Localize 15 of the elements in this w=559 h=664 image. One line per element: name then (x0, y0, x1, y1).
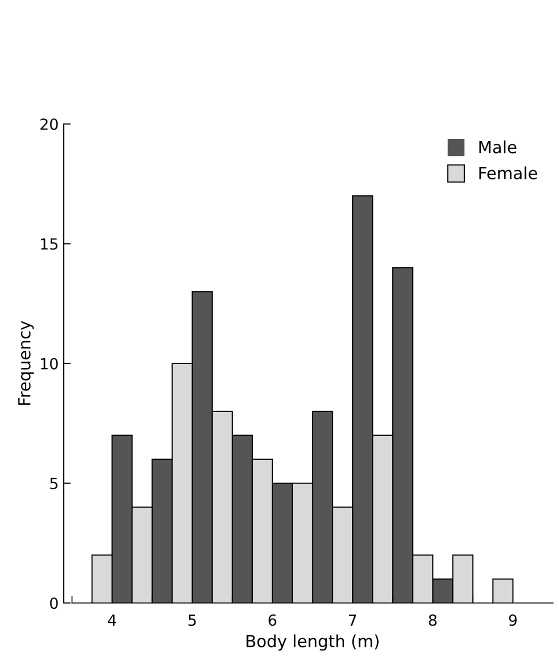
y-axis-title: Frequency (18, 320, 34, 405)
y-tick-label: 5 (50, 478, 58, 490)
y-tick-label: 0 (50, 597, 58, 610)
x-tick-label: 5 (188, 614, 196, 626)
x-tick-label: 4 (108, 614, 116, 626)
x-axis-title: Body length (m) (246, 634, 379, 651)
y-tick-label: 10 (41, 358, 58, 370)
x-tick-label: 9 (509, 614, 517, 626)
y-tick-label: 15 (41, 238, 58, 250)
x-tick-label: 8 (428, 614, 437, 626)
legend-label: Male (479, 140, 516, 154)
x-tick-label: 6 (268, 614, 276, 626)
x-tick-label: 7 (348, 614, 356, 626)
y-tick-label: 20 (40, 118, 58, 130)
legend-label: Female (479, 166, 538, 180)
